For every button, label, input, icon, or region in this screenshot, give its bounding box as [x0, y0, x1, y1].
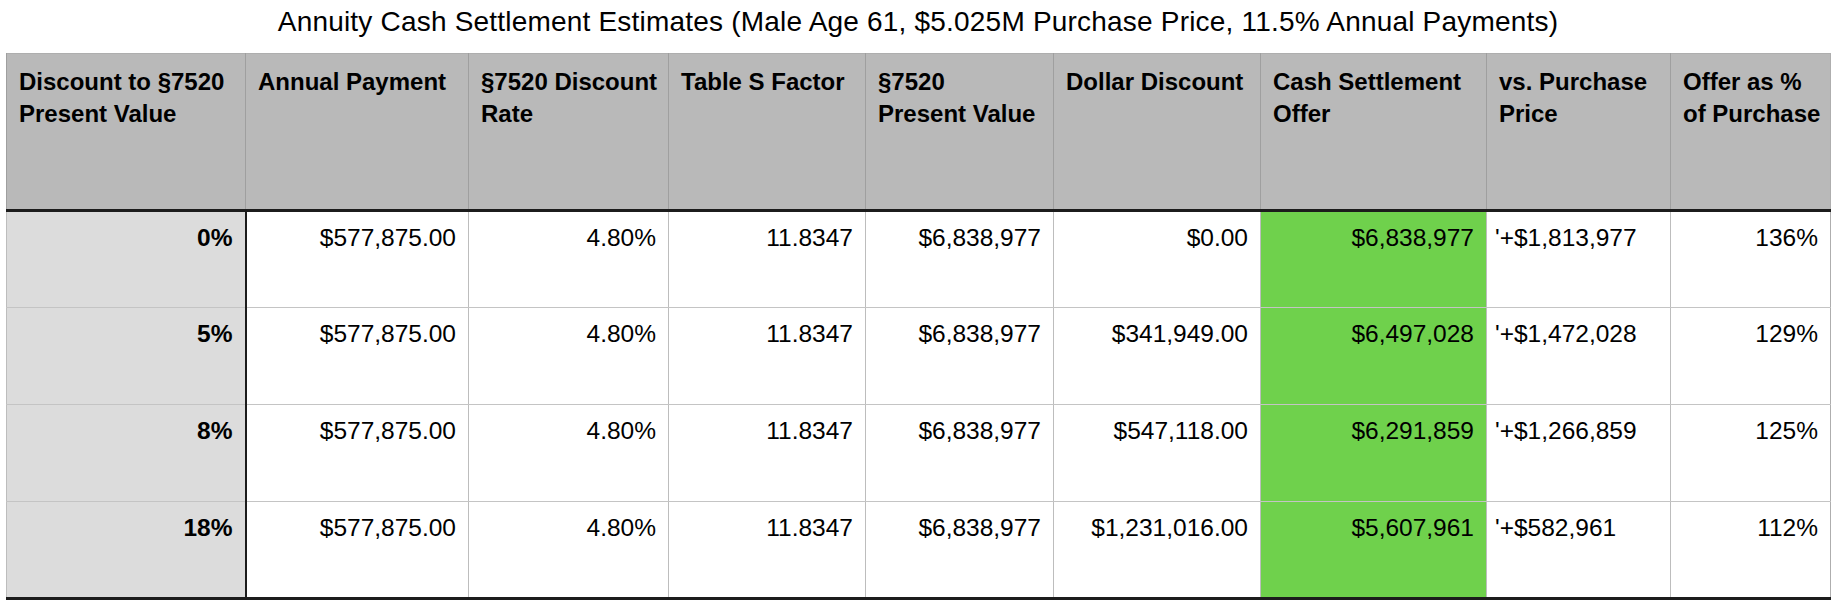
cell-cash-settlement-offer: $6,497,028	[1261, 308, 1487, 405]
table-row: 18% $577,875.00 4.80% 11.8347 $6,838,977…	[7, 502, 1831, 599]
cell-discount-to-pv: 8%	[7, 405, 246, 502]
cell-dollar-discount: $1,231,016.00	[1054, 502, 1261, 599]
cell-discount-to-pv: 5%	[7, 308, 246, 405]
cell-annual-payment: $577,875.00	[246, 211, 469, 308]
col-header-7520-discount-rate: §7520 Discount Rate	[469, 54, 669, 211]
cell-offer-pct-of-purchase: 129%	[1671, 308, 1831, 405]
cell-table-s-factor: 11.8347	[669, 405, 866, 502]
col-header-offer-pct-of-purchase: Offer as % of Purchase	[1671, 54, 1831, 211]
cell-7520-present-value: $6,838,977	[866, 405, 1054, 502]
cell-vs-purchase-price: '+$1,813,977	[1487, 211, 1671, 308]
col-header-table-s-factor: Table S Factor	[669, 54, 866, 211]
cell-7520-discount-rate: 4.80%	[469, 502, 669, 599]
col-header-discount-to-pv: Discount to §7520 Present Value	[7, 54, 246, 211]
col-header-annual-payment: Annual Payment	[246, 54, 469, 211]
col-header-vs-purchase-price: vs. Purchase Price	[1487, 54, 1671, 211]
cell-7520-present-value: $6,838,977	[866, 502, 1054, 599]
cell-annual-payment: $577,875.00	[246, 405, 469, 502]
cell-7520-present-value: $6,838,977	[866, 308, 1054, 405]
cell-7520-present-value: $6,838,977	[866, 211, 1054, 308]
annuity-estimates-table: Discount to §7520 Present Value Annual P…	[6, 53, 1831, 600]
cell-offer-pct-of-purchase: 136%	[1671, 211, 1831, 308]
table-row: 0% $577,875.00 4.80% 11.8347 $6,838,977 …	[7, 211, 1831, 308]
table-row: 5% $577,875.00 4.80% 11.8347 $6,838,977 …	[7, 308, 1831, 405]
cell-annual-payment: $577,875.00	[246, 502, 469, 599]
cell-vs-purchase-price: '+$1,472,028	[1487, 308, 1671, 405]
cell-discount-to-pv: 0%	[7, 211, 246, 308]
cell-table-s-factor: 11.8347	[669, 502, 866, 599]
cell-7520-discount-rate: 4.80%	[469, 308, 669, 405]
cell-vs-purchase-price: '+$582,961	[1487, 502, 1671, 599]
col-header-cash-settlement-offer: Cash Settlement Offer	[1261, 54, 1487, 211]
cell-discount-to-pv: 18%	[7, 502, 246, 599]
cell-7520-discount-rate: 4.80%	[469, 211, 669, 308]
cell-dollar-discount: $0.00	[1054, 211, 1261, 308]
cell-dollar-discount: $341,949.00	[1054, 308, 1261, 405]
header-row: Discount to §7520 Present Value Annual P…	[7, 54, 1831, 211]
cell-cash-settlement-offer: $6,291,859	[1261, 405, 1487, 502]
cell-cash-settlement-offer: $5,607,961	[1261, 502, 1487, 599]
cell-offer-pct-of-purchase: 125%	[1671, 405, 1831, 502]
cell-vs-purchase-price: '+$1,266,859	[1487, 405, 1671, 502]
cell-table-s-factor: 11.8347	[669, 211, 866, 308]
col-header-dollar-discount: Dollar Discount	[1054, 54, 1261, 211]
cell-dollar-discount: $547,118.00	[1054, 405, 1261, 502]
cell-7520-discount-rate: 4.80%	[469, 405, 669, 502]
cell-table-s-factor: 11.8347	[669, 308, 866, 405]
page-title: Annuity Cash Settlement Estimates (Male …	[0, 0, 1836, 53]
cell-annual-payment: $577,875.00	[246, 308, 469, 405]
cell-offer-pct-of-purchase: 112%	[1671, 502, 1831, 599]
cell-cash-settlement-offer: $6,838,977	[1261, 211, 1487, 308]
table-body: 0% $577,875.00 4.80% 11.8347 $6,838,977 …	[7, 211, 1831, 599]
table-row: 8% $577,875.00 4.80% 11.8347 $6,838,977 …	[7, 405, 1831, 502]
col-header-7520-present-value: §7520 Present Value	[866, 54, 1054, 211]
